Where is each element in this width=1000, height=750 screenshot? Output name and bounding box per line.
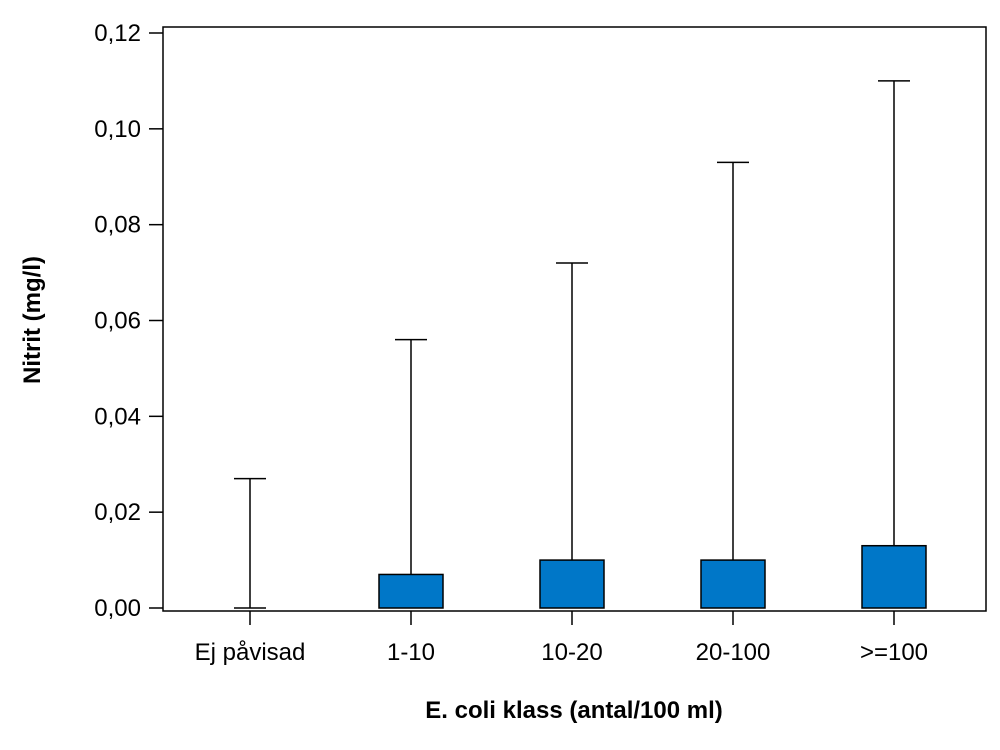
y-tick-label: 0,12	[94, 20, 141, 47]
y-tick-label: 0,04	[94, 403, 141, 430]
y-tick-label: 0,00	[94, 595, 141, 622]
x-tick-label: 1-10	[387, 639, 435, 666]
x-tick-label: Ej påvisad	[195, 639, 306, 666]
error-bars-layer	[234, 80, 910, 608]
x-tick-label: >=100	[860, 639, 928, 666]
bar	[378, 573, 444, 609]
y-tick-label: 0,02	[94, 499, 141, 526]
bars-layer	[234, 544, 927, 609]
x-axis: Ej påvisad 1-10 10-20 20-100 >=100	[195, 611, 928, 666]
y-axis-title: Nitrit (mg/l)	[19, 256, 46, 384]
y-tick-label: 0,06	[94, 308, 141, 335]
x-axis-title: E. coli klass (antal/100 ml)	[425, 697, 722, 724]
y-axis: 0,00 0,02 0,04 0,06 0,08 0,10 0,12	[94, 20, 163, 622]
bar	[861, 544, 927, 609]
bar	[539, 559, 605, 609]
y-tick-label: 0,08	[94, 212, 141, 239]
x-tick-label: 20-100	[696, 639, 771, 666]
plot-frame	[162, 26, 987, 612]
bar	[700, 559, 766, 609]
x-tick-label: 10-20	[541, 639, 602, 666]
y-tick-label: 0,10	[94, 116, 141, 143]
